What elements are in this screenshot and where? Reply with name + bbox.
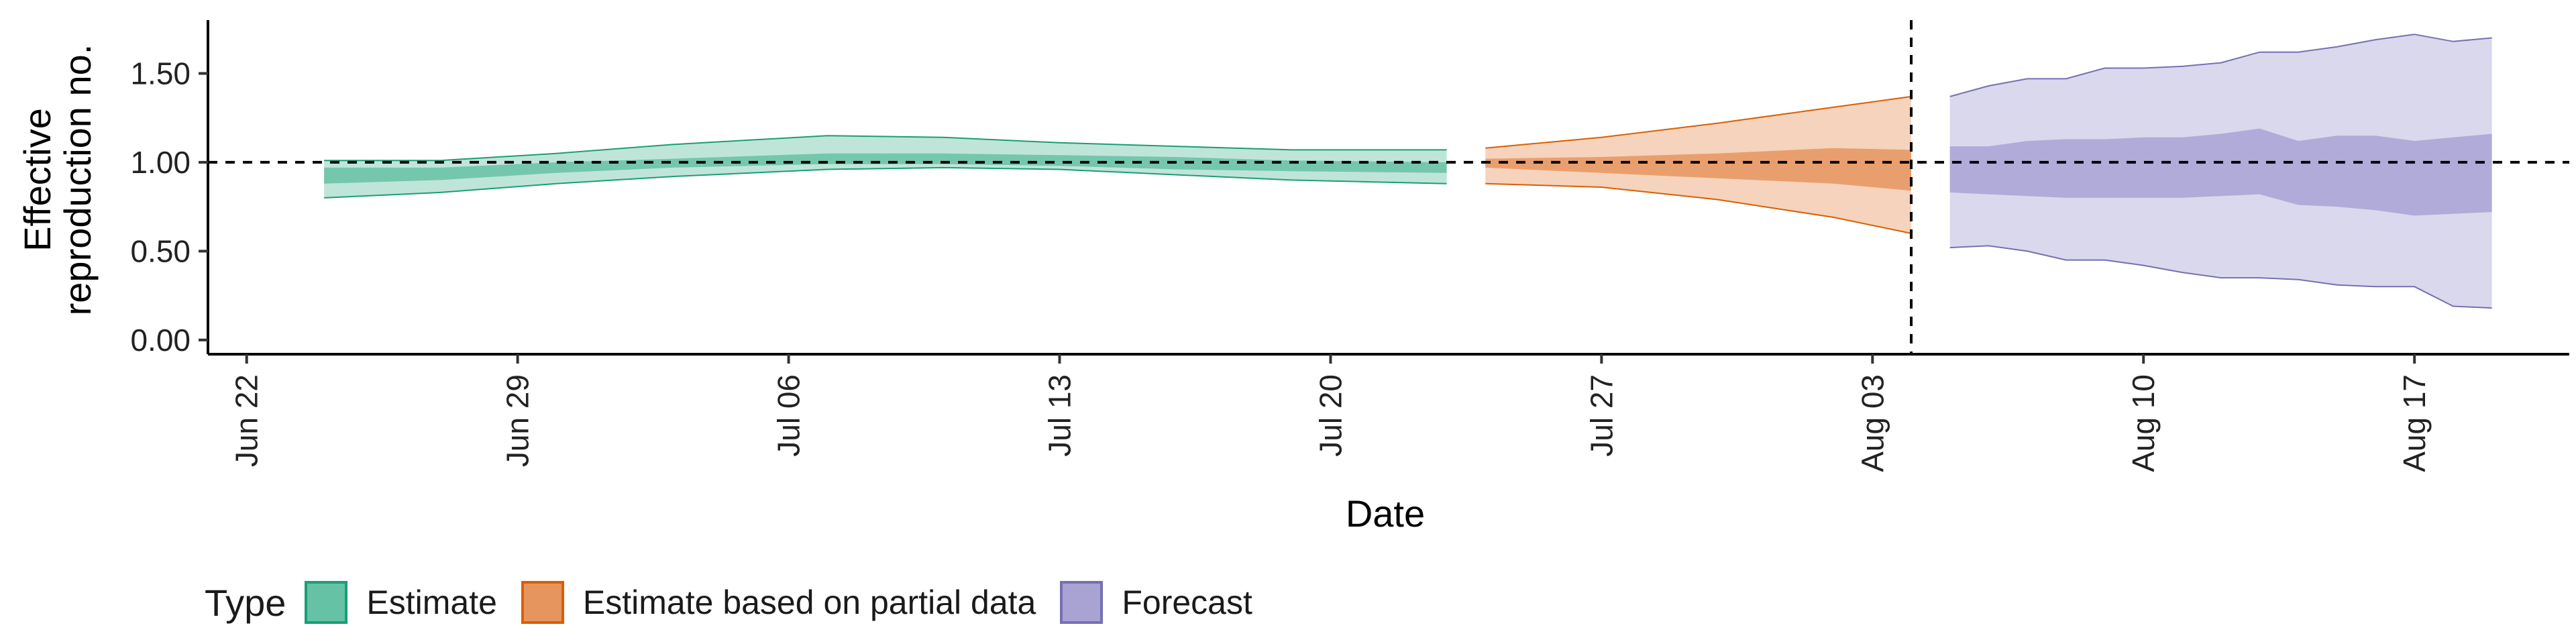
y-tick-label: 1.00 [130, 145, 191, 180]
legend-key-forecast [1060, 581, 1104, 624]
legend-label-forecast: Forecast [1122, 584, 1252, 621]
legend-key-estimate [305, 581, 348, 624]
partial-lower-line [1485, 182, 1912, 234]
x-tick-label: Jun 29 [500, 374, 535, 467]
forecast-upper-line [1949, 34, 2492, 97]
legend-item-estimate: Estimate [305, 581, 497, 624]
x-tick-label: Jul 13 [1042, 374, 1077, 457]
estimate-outer-band [324, 136, 1447, 198]
x-tick-label: Jun 22 [229, 374, 264, 467]
estimate-lower-line [324, 166, 1447, 199]
legend-item-partial: Estimate based on partial data [521, 581, 1036, 624]
reference-lines [208, 20, 2569, 354]
axes: 0.00 0.50 1.00 1.50 Jun 22 Jun 29 Jul 06 Jul 13… [130, 20, 2569, 472]
legend-label-estimate: Estimate [366, 584, 497, 621]
legend: Type Estimate Estimate based on partial … [205, 576, 1277, 629]
x-tick-label: Jul 06 [771, 374, 806, 457]
estimate-inner-band [324, 153, 1447, 184]
x-tick-label: Aug 03 [1855, 374, 1890, 472]
axis-titles: Date Effective reproduction no. [16, 44, 1425, 535]
legend-label-partial: Estimate based on partial data [582, 584, 1036, 621]
y-axis-title-line-1: Effective [16, 108, 58, 252]
legend-title: Type [205, 581, 286, 624]
x-tick-label: Aug 17 [2397, 374, 2432, 472]
x-tick-label: Aug 10 [2126, 374, 2161, 472]
x-tick-label: Jul 27 [1584, 374, 1619, 457]
forecast-inner-band [1949, 128, 2492, 216]
legend-item-forecast: Forecast [1060, 581, 1252, 624]
series-bands [324, 34, 2492, 309]
y-tick-label: 1.50 [130, 56, 191, 91]
y-tick-label: 0.50 [130, 233, 191, 268]
legend-key-partial [521, 581, 564, 624]
forecast-lower-line [1949, 245, 2492, 309]
partial-upper-line [1485, 95, 1912, 149]
x-axis-title: Date [1346, 492, 1425, 535]
y-axis-title-line-2: reproduction no. [56, 44, 99, 316]
estimate-upper-line [324, 135, 1447, 162]
x-tick-label: Jul 20 [1313, 374, 1348, 457]
y-tick-label: 0.00 [130, 323, 191, 358]
partial-inner-band [1485, 148, 1911, 191]
